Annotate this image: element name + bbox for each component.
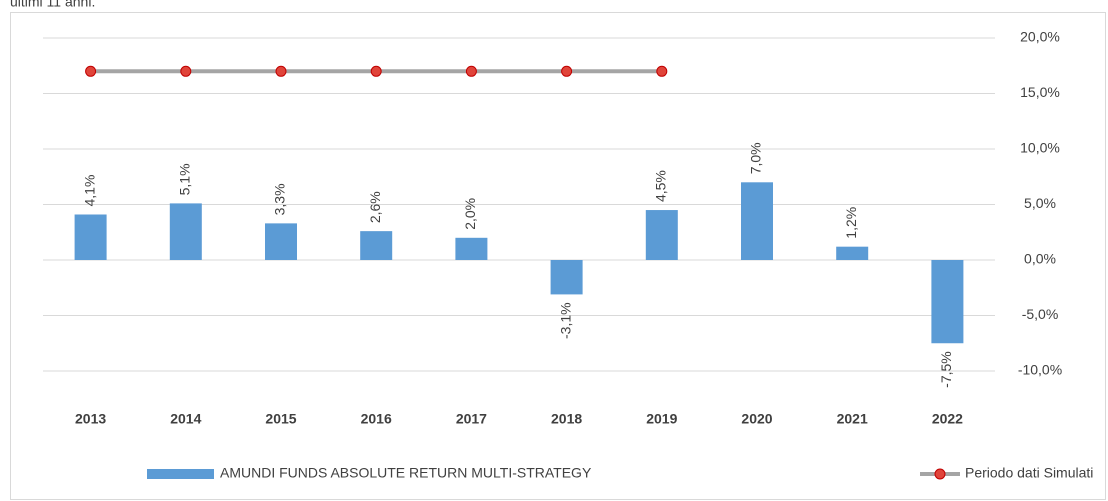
y-tick-label: 5,0% bbox=[1024, 195, 1056, 211]
bar bbox=[360, 231, 393, 260]
x-tick-label: 2016 bbox=[361, 411, 392, 427]
x-tick-label: 2019 bbox=[646, 411, 677, 427]
y-tick-label: -5,0% bbox=[1022, 306, 1059, 322]
bar bbox=[74, 214, 107, 260]
x-tick-label: 2015 bbox=[265, 411, 296, 427]
legend-label: Periodo dati Simulati bbox=[965, 465, 1093, 481]
chart-frame bbox=[10, 12, 1106, 500]
x-tick-label: 2022 bbox=[932, 411, 963, 427]
header-text: ultimi 11 anni. bbox=[10, 0, 95, 10]
line-marker bbox=[465, 65, 477, 77]
line-marker bbox=[370, 65, 382, 77]
value-label: 2,6% bbox=[367, 191, 383, 223]
value-label: -3,1% bbox=[557, 302, 573, 339]
bar bbox=[741, 182, 773, 260]
bar bbox=[645, 210, 678, 260]
bar bbox=[455, 237, 488, 260]
value-label: 3,3% bbox=[272, 183, 288, 215]
bar bbox=[836, 246, 869, 260]
y-tick-label: 20,0% bbox=[1020, 29, 1060, 45]
line-marker bbox=[180, 65, 192, 77]
value-label: -7,5% bbox=[938, 351, 954, 388]
value-label: 2,0% bbox=[462, 198, 478, 230]
bar bbox=[550, 260, 583, 295]
x-tick-label: 2014 bbox=[170, 411, 201, 427]
y-tick-label: 15,0% bbox=[1020, 84, 1060, 100]
x-tick-label: 2017 bbox=[456, 411, 487, 427]
line-marker bbox=[656, 65, 668, 77]
line-marker bbox=[85, 65, 97, 77]
y-tick-label: -10,0% bbox=[1018, 362, 1062, 378]
line-marker bbox=[561, 65, 573, 77]
legend-swatch bbox=[147, 469, 214, 479]
line-marker bbox=[275, 65, 287, 77]
legend-label: AMUNDI FUNDS ABSOLUTE RETURN MULTI-STRAT… bbox=[220, 465, 592, 481]
bar bbox=[265, 223, 297, 260]
value-label: 7,0% bbox=[748, 142, 764, 174]
value-label: 4,5% bbox=[653, 170, 669, 202]
bar bbox=[931, 260, 964, 344]
x-tick-label: 2020 bbox=[741, 411, 772, 427]
bar bbox=[169, 203, 202, 260]
value-label: 5,1% bbox=[177, 163, 193, 195]
x-tick-label: 2021 bbox=[837, 411, 868, 427]
value-label: 4,1% bbox=[81, 175, 97, 207]
x-tick-label: 2013 bbox=[75, 411, 106, 427]
y-tick-label: 10,0% bbox=[1020, 140, 1060, 156]
y-tick-label: 0,0% bbox=[1024, 251, 1056, 267]
value-label: 1,2% bbox=[843, 207, 859, 239]
legend-marker bbox=[934, 468, 946, 480]
x-tick-label: 2018 bbox=[551, 411, 582, 427]
